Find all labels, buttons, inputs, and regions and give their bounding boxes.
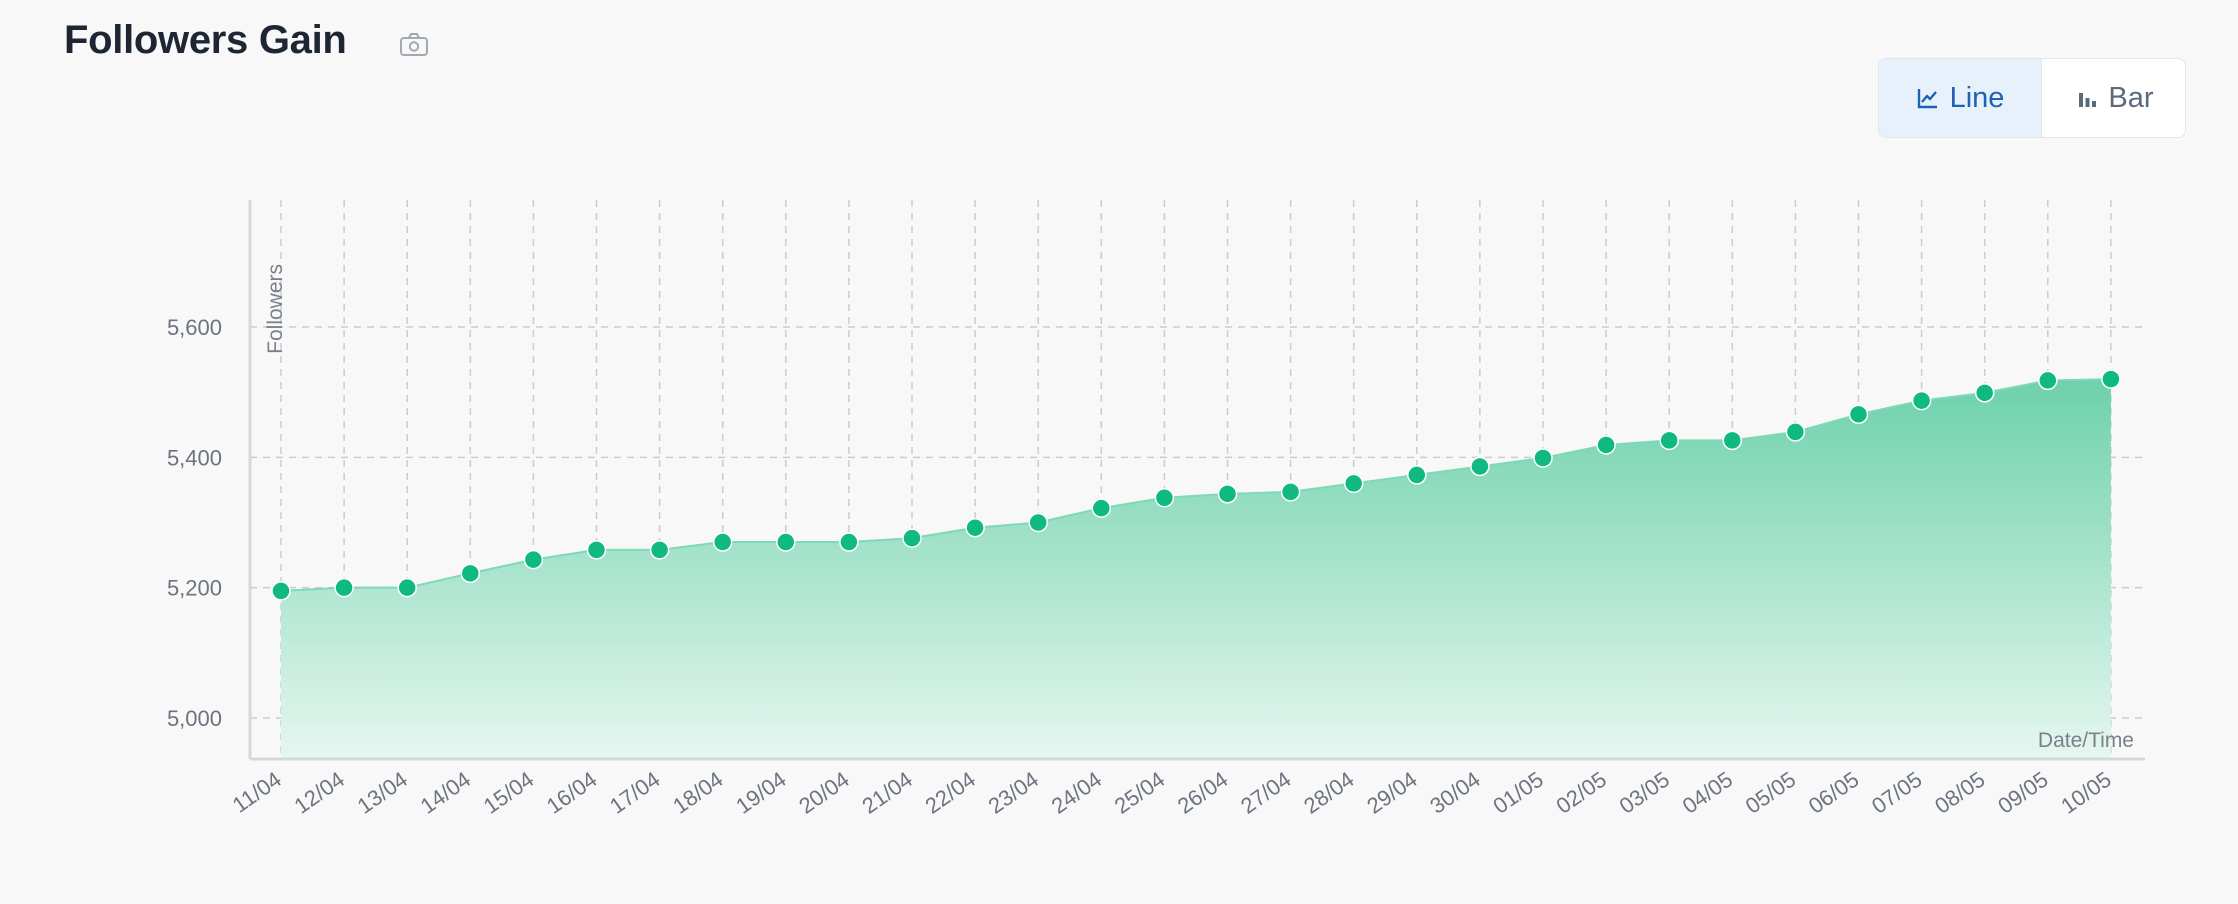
x-tick-label: 30/04 (1425, 767, 1484, 819)
data-point[interactable] (1848, 404, 1869, 425)
data-point[interactable] (334, 577, 354, 598)
x-tick-label: 17/04 (605, 767, 664, 819)
data-point[interactable] (1722, 430, 1743, 451)
x-tick-label: 15/04 (479, 767, 538, 819)
data-point[interactable] (460, 563, 481, 584)
data-point[interactable] (776, 532, 796, 552)
data-point[interactable] (965, 517, 985, 538)
data-point[interactable] (1407, 465, 1427, 485)
x-tick-label: 19/04 (731, 767, 790, 819)
x-tick-label: 28/04 (1299, 767, 1358, 819)
x-tick-label: 21/04 (857, 767, 916, 819)
data-point[interactable] (523, 549, 544, 570)
x-tick-label: 09/05 (1993, 767, 2052, 819)
x-tick-label: 03/05 (1615, 767, 1674, 819)
x-tick-label: 11/04 (228, 767, 286, 818)
x-tick-label: 13/04 (353, 767, 412, 819)
y-tick-label: 5,200 (167, 576, 222, 601)
x-tick-label: 25/04 (1110, 767, 1169, 819)
x-tick-label: 20/04 (794, 767, 853, 819)
x-tick-label: 14/04 (416, 767, 475, 819)
data-point[interactable] (902, 528, 922, 548)
x-tick-label: 08/05 (1930, 767, 1989, 819)
data-point[interactable] (397, 577, 417, 598)
y-tick-label: 5,400 (167, 445, 222, 470)
data-point[interactable] (1785, 422, 1806, 442)
bar-toggle-label: Bar (2108, 81, 2154, 114)
x-tick-label: 06/05 (1804, 767, 1863, 819)
bar-chart-icon (2076, 87, 2098, 109)
data-point[interactable] (1280, 482, 1301, 502)
x-tick-label: 22/04 (921, 767, 980, 819)
x-axis-title: Date/Time (2038, 729, 2134, 752)
data-point[interactable] (271, 581, 291, 601)
data-point[interactable] (839, 532, 859, 552)
camera-icon[interactable] (398, 30, 430, 58)
line-chart-icon (1916, 86, 1940, 110)
x-tick-label: 04/05 (1678, 767, 1737, 819)
data-point[interactable] (1596, 435, 1616, 455)
data-point[interactable] (1974, 383, 1995, 403)
bar-toggle-button[interactable]: Bar (2042, 59, 2185, 137)
x-tick-label: 01/05 (1488, 767, 1547, 819)
data-point[interactable] (586, 540, 607, 560)
x-tick-label: 10/05 (2056, 767, 2115, 819)
x-tick-label: 18/04 (668, 767, 727, 819)
x-tick-label: 29/04 (1362, 767, 1421, 819)
data-point[interactable] (1911, 390, 1932, 411)
data-point[interactable] (1343, 473, 1364, 494)
data-point[interactable] (1217, 484, 1238, 504)
y-tick-label: 5,600 (167, 315, 222, 340)
data-point[interactable] (1028, 512, 1048, 533)
data-point[interactable] (1533, 448, 1553, 468)
data-point[interactable] (2038, 370, 2058, 391)
x-tick-label: 12/04 (290, 767, 349, 819)
x-tick-label: 24/04 (1047, 767, 1106, 819)
data-point[interactable] (1659, 430, 1679, 451)
x-tick-label: 27/04 (1236, 767, 1295, 819)
x-tick-label: 02/05 (1552, 767, 1611, 819)
x-tick-label: 07/05 (1867, 767, 1926, 819)
data-point[interactable] (2101, 369, 2121, 389)
data-point[interactable] (1091, 498, 1112, 518)
line-toggle-label: Line (1949, 81, 2005, 114)
series-line (280, 378, 2111, 592)
line-toggle-button[interactable]: Line (1879, 59, 2042, 137)
data-point[interactable] (1470, 456, 1490, 477)
y-axis-title: Followers (264, 264, 287, 354)
y-tick-label: 5,000 (167, 706, 222, 731)
x-tick-label: 26/04 (1173, 767, 1232, 819)
chart-type-toggle: Line Bar (1878, 58, 2186, 138)
data-point[interactable] (649, 540, 670, 560)
area-fill (281, 379, 2111, 759)
x-tick-label: 16/04 (542, 767, 601, 819)
data-point[interactable] (1154, 487, 1175, 508)
x-tick-label: 05/05 (1741, 767, 1800, 819)
x-tick-label: 23/04 (984, 767, 1043, 819)
chart-title: Followers Gain (64, 18, 347, 62)
data-point[interactable] (712, 532, 733, 552)
